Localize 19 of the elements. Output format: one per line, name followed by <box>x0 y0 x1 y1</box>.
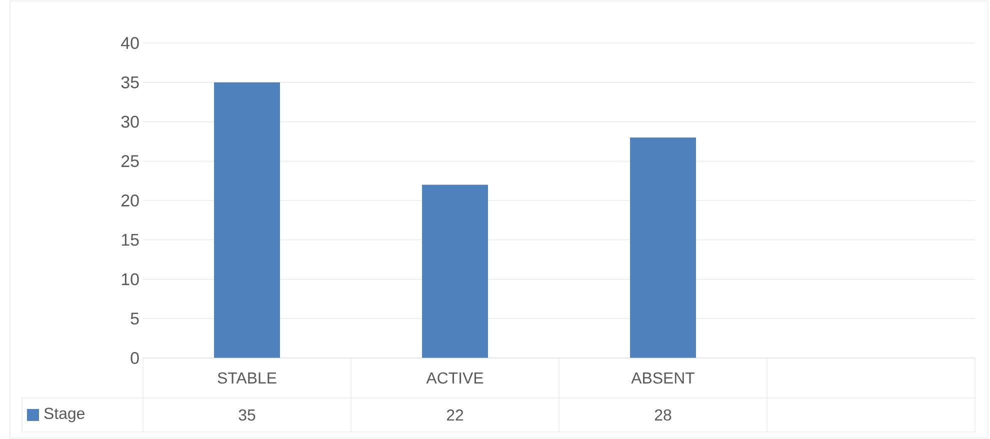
legend-label: Stage <box>44 408 84 422</box>
data-label: 28 <box>654 409 672 421</box>
bar <box>630 137 696 358</box>
y-tick-label: 0 <box>130 352 139 364</box>
y-tick-label: 25 <box>122 155 139 168</box>
y-tick-label: 15 <box>122 234 139 246</box>
y-tick-label: 30 <box>121 116 139 128</box>
y-tick-label: 10 <box>122 273 139 286</box>
data-label: 35 <box>238 409 256 421</box>
y-tick-label: 5 <box>130 312 139 325</box>
data-label: 22 <box>446 409 464 421</box>
x-tick-label: ACTIVE <box>426 372 484 384</box>
bar <box>422 184 488 358</box>
y-tick-label: 20 <box>122 194 139 206</box>
x-tick-label: ABSENT <box>631 372 695 384</box>
bar <box>214 82 280 358</box>
x-tick-label: STABLE <box>218 372 276 384</box>
y-tick-label: 40 <box>121 36 139 49</box>
y-tick-label: 35 <box>121 76 139 88</box>
